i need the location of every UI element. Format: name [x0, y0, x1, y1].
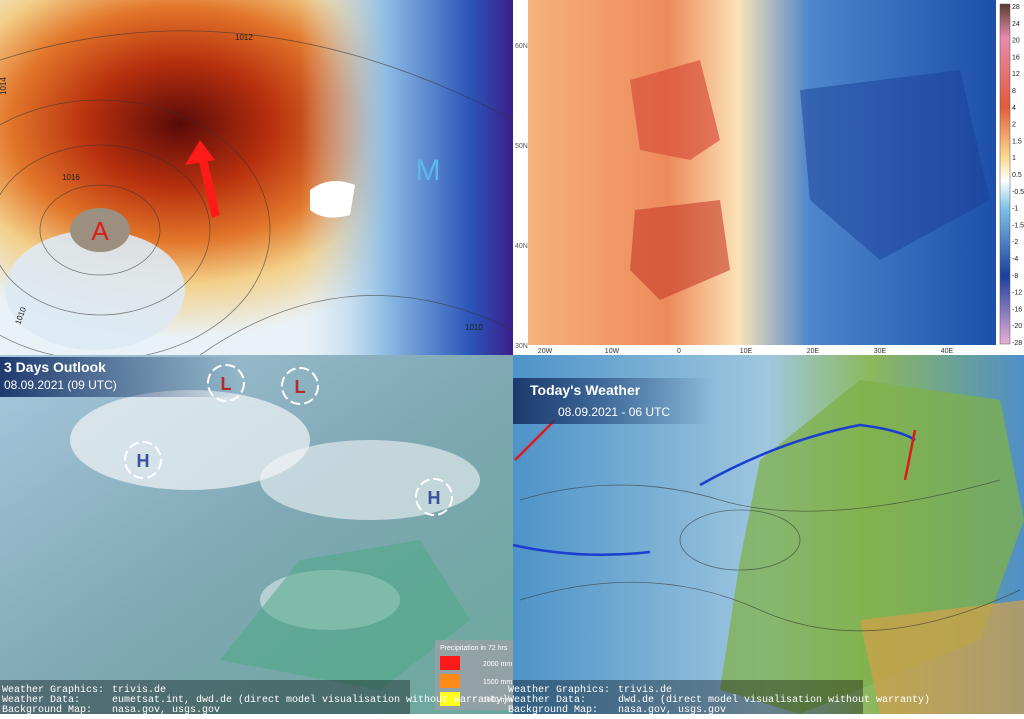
pressure-rings — [124, 364, 453, 516]
colorbar-label: -28 — [1012, 340, 1022, 347]
white-area — [310, 181, 355, 218]
legend-item: 1500 mm — [483, 679, 512, 686]
lon-label: 10E — [740, 348, 753, 355]
lon-label: 30E — [874, 348, 887, 355]
colorbar-label: -0.5 — [1012, 189, 1024, 196]
credits: Weather Graphics: trivis.de Weather Data: e… — [2, 684, 508, 716]
pressure-label: M — [416, 154, 441, 187]
low-label: L — [295, 377, 306, 397]
colorbar-label: 2 — [1012, 122, 1016, 129]
colorbar-label: -1.5 — [1012, 222, 1024, 229]
cold-front — [699, 423, 916, 487]
colorbar-label: -20 — [1012, 323, 1022, 330]
lat-label: 40N — [515, 243, 528, 250]
colorbar — [999, 3, 1011, 345]
credits: Weather Graphics: trivis.de Weather Data: d… — [508, 684, 930, 716]
colorbar-label: 1 — [1012, 155, 1016, 162]
land — [860, 600, 1024, 714]
credits-bar — [0, 680, 410, 714]
warm-front — [903, 429, 917, 481]
lon-label: 20W — [538, 348, 553, 355]
arrow — [192, 150, 220, 218]
credit-label: Background Map: — [508, 704, 598, 714]
colorbar-label: 8 — [1012, 88, 1016, 95]
colorbar-label: -2 — [1012, 239, 1018, 246]
anomaly-map: 28 24 20 16 12 8 4 2 1.5 1 0.5 -0.5 -1 -1.5 -2 -4 -8 -12 -… — [513, 0, 1024, 355]
credit-label: Weather Graphics: — [508, 684, 610, 696]
colorbar-label: 28 — [1012, 4, 1020, 11]
outlook-map: 3 Days Outlook 08.09.2021 (09 UTC) L L H… — [0, 355, 513, 716]
isobar-label: 1012 — [235, 33, 253, 42]
low-label: L — [221, 374, 232, 394]
colorbar-label: -16 — [1012, 306, 1022, 313]
credit-value: trivis.de — [618, 684, 672, 696]
cold-field — [300, 0, 513, 355]
lon-label: 10W — [605, 348, 620, 355]
credit-label: Weather Data: — [508, 694, 586, 706]
isobar-label: 1016 — [62, 173, 80, 182]
high-label: H — [137, 451, 150, 471]
lon-label: 40E — [941, 348, 954, 355]
legend-swatch — [440, 656, 460, 670]
credits-bar — [513, 680, 863, 714]
credit-value: trivis.de — [112, 684, 166, 696]
high-center — [70, 208, 130, 252]
credit-value: eumetsat.int, dwd.de (direct model visua… — [112, 694, 508, 706]
title-banner — [513, 378, 713, 424]
colorbar-label: 20 — [1012, 38, 1020, 45]
panel-title: Today's Weather — [530, 382, 641, 398]
colorbar-label: 16 — [1012, 54, 1020, 61]
warm-front — [514, 419, 556, 461]
cloud — [70, 390, 310, 490]
hot-region — [630, 60, 720, 160]
isobar-label: 1010 — [465, 323, 483, 332]
cloud — [260, 440, 480, 520]
colorbar-label: -1 — [1012, 206, 1018, 213]
legend-item: 1000 mm — [483, 697, 512, 704]
isobars — [519, 479, 1021, 632]
credit-label: Background Map: — [2, 704, 92, 714]
arrow-head — [185, 140, 215, 165]
colorbar-label: 24 — [1012, 21, 1020, 28]
land — [220, 540, 470, 690]
colorbar-label: 1.5 — [1012, 138, 1022, 145]
colorbar-label: 4 — [1012, 105, 1016, 112]
cold-region — [800, 70, 990, 260]
colorbar-label: -12 — [1012, 290, 1022, 297]
isobar-label: 1014 — [0, 77, 8, 95]
lon-label: 0 — [677, 348, 681, 355]
today-map: Today's Weather 08.09.2021 - 06 UTC Weat… — [508, 355, 1024, 716]
pressure-label: A — [91, 216, 109, 246]
lat-label: 30N — [515, 343, 528, 350]
credit-label: Weather Graphics: — [2, 684, 104, 696]
credit-value: nasa.gov, usgs.gov — [112, 705, 220, 714]
credit-label: Weather Data: — [2, 694, 80, 706]
panel-title: 3 Days Outlook — [4, 359, 106, 375]
colorbar-label: -4 — [1012, 256, 1018, 263]
temperature-map: A M 1014 1012 1016 1010 1010 — [0, 0, 514, 361]
cold-front — [512, 543, 651, 557]
hot-region — [630, 200, 730, 300]
lat-label: 60N — [515, 43, 528, 50]
colorbar-label: -8 — [1012, 273, 1018, 280]
credit-value: nasa.gov, usgs.gov — [618, 705, 726, 714]
credit-value: dwd.de (direct model visualisation witho… — [618, 694, 930, 706]
title-banner — [0, 357, 240, 397]
cool-area — [5, 230, 185, 350]
lat-label: 50N — [515, 143, 528, 150]
high-label: H — [428, 488, 441, 508]
legend-swatch — [440, 692, 460, 706]
lon-label: 20E — [807, 348, 820, 355]
colorbar-label: 12 — [1012, 71, 1020, 78]
legend-item: 2000 mm — [483, 661, 512, 668]
colorbar-label: 0.5 — [1012, 172, 1022, 179]
legend-swatch — [440, 674, 460, 688]
panel-date: 08.09.2021 (09 UTC) — [4, 378, 117, 392]
panel-date: 08.09.2021 - 06 UTC — [558, 405, 670, 419]
legend-title: Precipitation in 72 hrs — [440, 645, 508, 652]
